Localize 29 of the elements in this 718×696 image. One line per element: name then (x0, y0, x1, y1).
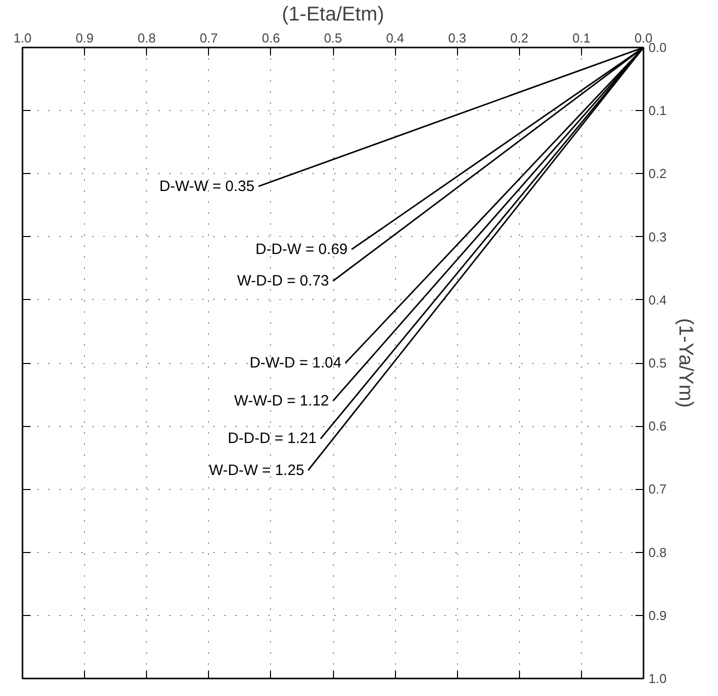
x-tick-label: 0.2 (510, 30, 528, 46)
y-tick-label: 0.5 (648, 356, 667, 370)
x-tick-label: 0.1 (572, 30, 590, 46)
series-label: D-W-W = 0.35 (159, 178, 254, 195)
y-tick-label: 0.2 (648, 166, 667, 182)
series-label: W-W-D = 1.12 (234, 392, 330, 410)
series-label: D-W-D = 1.04 (250, 354, 342, 372)
x-tick-label: 0.7 (200, 30, 218, 46)
y-axis-title: (1-Ya/Ym) (674, 318, 697, 408)
y-tick-label: 0.7 (648, 482, 667, 497)
x-tick-label: 0.5 (324, 30, 342, 46)
series-label: W-D-W = 1.25 (209, 462, 304, 479)
y-tick-label: 0.4 (648, 292, 667, 308)
x-tick-label: 0.4 (386, 30, 404, 46)
y-tick-label: 0.3 (648, 229, 667, 244)
y-tick-label: 0.1 (648, 103, 667, 118)
x-tick-label: 0.9 (76, 30, 94, 46)
y-tick-label: 1.0 (648, 671, 667, 686)
x-axis-title: (1-Eta/Etm) (282, 4, 384, 26)
y-tick-label: 0.6 (648, 418, 667, 434)
y-tick-label: 0.9 (648, 608, 667, 623)
x-tick-label: 1.0 (13, 30, 32, 46)
x-tick-label: 0.6 (262, 30, 280, 46)
x-tick-label: 0.8 (138, 30, 156, 46)
y-tick-label: 0.8 (648, 544, 667, 560)
series-label: D-D-W = 0.69 (256, 240, 348, 258)
x-tick-label: 0.3 (448, 30, 466, 46)
series-label: D-D-D = 1.21 (228, 430, 317, 448)
series-label: W-D-D = 0.73 (237, 272, 330, 290)
